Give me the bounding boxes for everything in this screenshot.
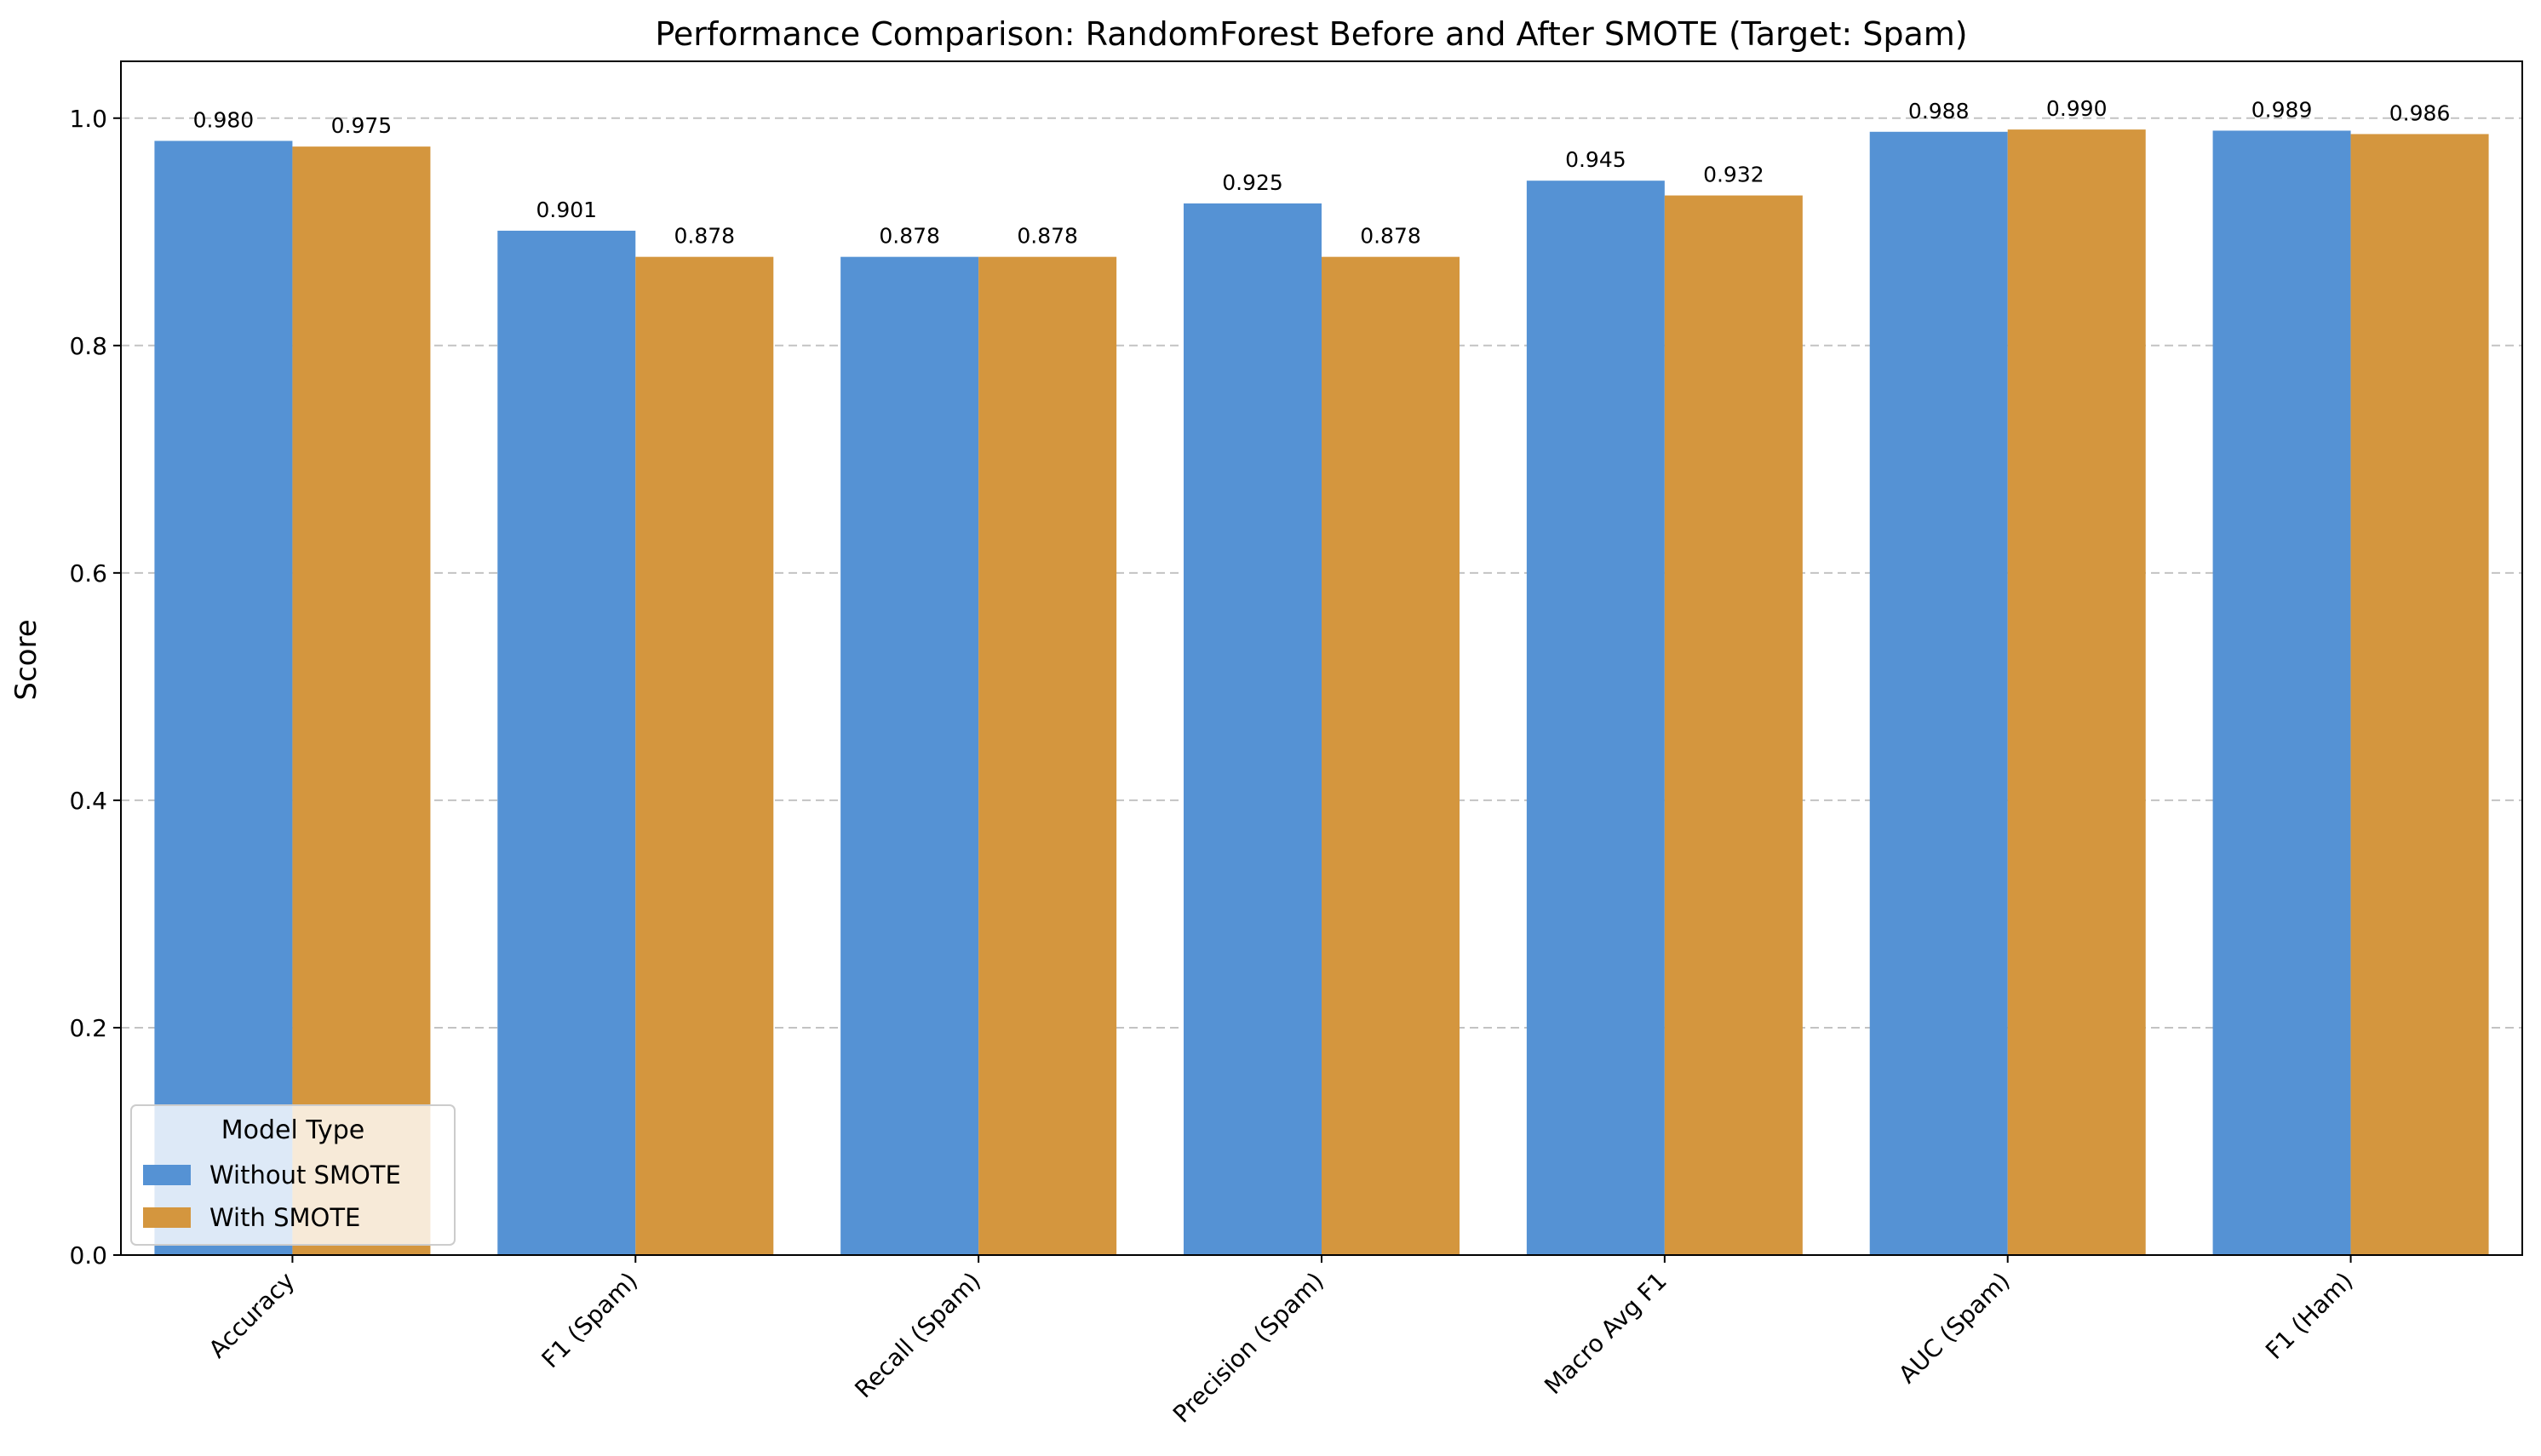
plot-frame <box>120 60 2523 1256</box>
x-tick-label: Accuracy <box>204 1267 301 1364</box>
bar <box>840 256 979 1256</box>
bar <box>2350 134 2489 1256</box>
data-label: 0.975 <box>331 113 393 138</box>
bar <box>2007 129 2146 1256</box>
data-label: 0.990 <box>2046 96 2108 121</box>
y-tick-label: 1.0 <box>69 105 107 133</box>
x-tick-label: Recall (Spam) <box>849 1267 986 1404</box>
data-label: 0.988 <box>1908 99 1970 123</box>
x-tick-label: Macro Avg F1 <box>1539 1267 1672 1401</box>
legend-swatch <box>143 1207 191 1228</box>
bar <box>1322 256 1460 1256</box>
bar <box>978 256 1117 1256</box>
legend-label: With SMOTE <box>209 1203 360 1232</box>
bar <box>1664 195 1803 1255</box>
bars <box>154 129 2489 1256</box>
data-label: 0.878 <box>1017 224 1078 249</box>
chart-title: Performance Comparison: RandomForest Bef… <box>655 15 1967 53</box>
data-label: 0.925 <box>1222 170 1283 195</box>
bar <box>1184 203 1322 1255</box>
bar <box>635 256 774 1256</box>
data-labels: 0.980 0.975 0.901 0.878 0.878 0.878 0.925 0.878… <box>193 96 2451 249</box>
data-label: 0.945 <box>1565 147 1626 172</box>
x-tick-label: Precision (Spam) <box>1167 1267 1329 1429</box>
data-label: 0.980 <box>193 107 255 132</box>
y-axis-label: Score <box>9 619 43 700</box>
data-label: 0.986 <box>2389 100 2451 125</box>
legend-box <box>130 1104 456 1246</box>
legend-title: Model Type <box>221 1115 365 1145</box>
y-tick-label: 0.2 <box>69 1014 107 1042</box>
y-tick-label: 0.8 <box>69 332 107 360</box>
data-label: 0.989 <box>2251 97 2313 122</box>
bar <box>497 230 636 1256</box>
data-label: 0.878 <box>674 224 735 249</box>
bar <box>1869 131 2008 1255</box>
bar <box>1526 181 1665 1256</box>
bar <box>154 140 293 1255</box>
data-label: 0.878 <box>1360 224 1421 249</box>
legend-label: Without SMOTE <box>209 1161 401 1189</box>
data-label: 0.901 <box>536 198 597 222</box>
legend-swatch <box>143 1165 191 1185</box>
x-tick-label: AUC (Spam) <box>1893 1267 2015 1389</box>
x-tick-label: F1 (Spam) <box>536 1267 644 1374</box>
y-tick-label: 0.0 <box>69 1241 107 1270</box>
y-tick-label: 0.4 <box>69 787 107 815</box>
data-label: 0.932 <box>1703 163 1764 187</box>
data-label: 0.878 <box>879 224 940 249</box>
legend: Model Type Without SMOTE With SMOTE <box>130 1104 456 1246</box>
x-tick-label: F1 (Ham) <box>2260 1267 2358 1365</box>
bar <box>2212 130 2351 1256</box>
y-tick-label: 0.6 <box>69 559 107 588</box>
bar <box>292 146 431 1256</box>
